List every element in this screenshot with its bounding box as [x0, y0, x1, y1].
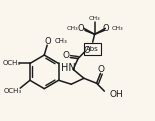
- Text: O: O: [84, 46, 90, 55]
- Text: O: O: [78, 24, 84, 33]
- Text: CH₃: CH₃: [89, 16, 100, 21]
- Text: OH: OH: [109, 90, 123, 99]
- Text: CH₃: CH₃: [111, 26, 123, 31]
- FancyBboxPatch shape: [84, 43, 101, 55]
- Text: CH₃: CH₃: [55, 38, 68, 44]
- Text: O: O: [103, 24, 110, 33]
- Text: O: O: [63, 51, 70, 60]
- Text: O: O: [45, 37, 51, 46]
- Text: OCH₃: OCH₃: [3, 88, 21, 94]
- Text: O: O: [98, 65, 105, 74]
- Text: Abs: Abs: [86, 46, 99, 52]
- Text: HN: HN: [61, 63, 76, 73]
- Text: CH₃: CH₃: [66, 26, 78, 31]
- Text: OCH₃: OCH₃: [2, 60, 20, 66]
